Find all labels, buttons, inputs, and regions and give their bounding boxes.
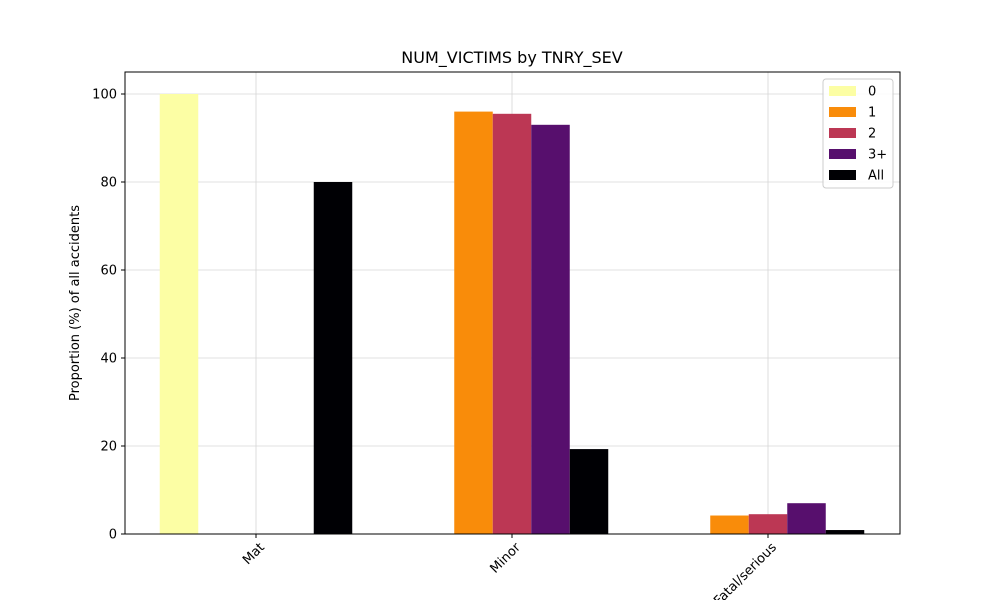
- bar-1-fatal-serious: [710, 515, 749, 534]
- legend-label: 0: [868, 85, 876, 100]
- y-tick-label: 0: [109, 528, 117, 543]
- bar-3plus-minor: [531, 124, 570, 535]
- legend-box: [822, 78, 894, 189]
- y-tick-label: 100: [92, 88, 117, 103]
- bar-all-minor: [569, 449, 609, 534]
- bar-all-fatal-serious: [825, 530, 865, 534]
- bar-3plus-fatal-serious: [787, 503, 826, 534]
- bar-0-mat: [159, 94, 199, 534]
- legend-swatch: [829, 170, 856, 180]
- bar-1-minor: [454, 111, 493, 534]
- bar-2-minor: [492, 113, 532, 535]
- bar-all-mat: [313, 182, 353, 534]
- legend-swatch: [829, 149, 856, 159]
- legend-label: 1: [868, 106, 876, 121]
- bars: [159, 94, 865, 535]
- legend-label: 2: [868, 127, 876, 142]
- y-tick-label: 40: [100, 352, 117, 367]
- chart-title: NUM_VICTIMS by TNRY_SEV: [401, 48, 622, 68]
- y-tick-label: 80: [100, 176, 117, 191]
- y-tick-label: 60: [100, 264, 117, 279]
- legend-swatch: [829, 107, 856, 117]
- y-axis-label: Proportion (%) of all accidents: [68, 205, 83, 401]
- legend-label: All: [868, 169, 884, 184]
- legend-swatch: [829, 86, 856, 96]
- legend-swatch: [829, 128, 856, 138]
- legend: 0 1 2 3+ All: [822, 78, 894, 189]
- y-axis: 0 20 40 60 80 100: [92, 88, 125, 543]
- y-tick-label: 20: [100, 440, 117, 455]
- bar-2-fatal-serious: [748, 514, 788, 534]
- legend-label: 3+: [868, 148, 887, 163]
